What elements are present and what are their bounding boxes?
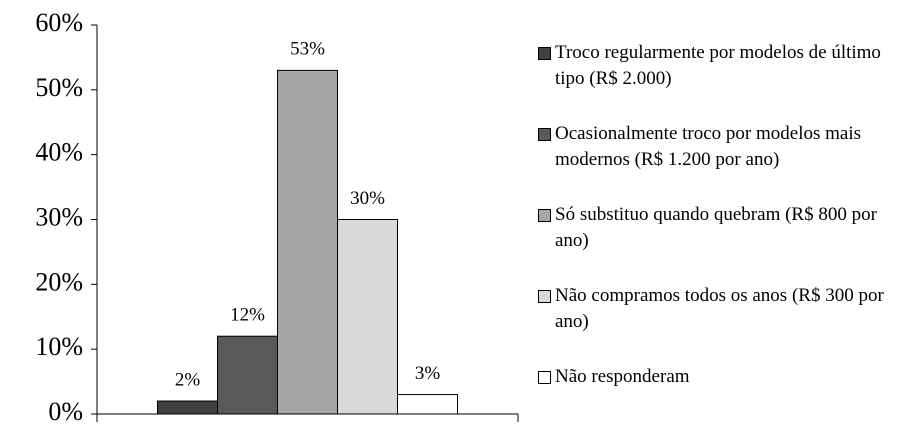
value-label: 53% xyxy=(290,39,325,60)
value-label: 3% xyxy=(415,363,441,384)
y-tick-label: 30% xyxy=(35,202,83,231)
legend-entry: Ocasionalmente troco por modelos mais mo… xyxy=(538,121,898,173)
legend-swatch xyxy=(538,371,551,384)
value-label: 2% xyxy=(175,369,201,390)
y-tick-label: 40% xyxy=(35,138,83,167)
legend-entry: Só substituo quando quebram (R$ 800 por … xyxy=(538,202,898,254)
y-tick-label: 20% xyxy=(35,267,83,296)
legend-label: Troco regularmente por modelos de último… xyxy=(555,42,881,89)
legend-label: Só substituo quando quebram (R$ 800 por … xyxy=(555,204,877,251)
y-tick-label: 60% xyxy=(35,8,83,37)
y-tick-label: 0% xyxy=(48,397,83,424)
legend-swatch xyxy=(538,47,551,60)
legend-entry: Não compramos todos os anos (R$ 300 por … xyxy=(538,283,898,335)
y-tick-label: 10% xyxy=(35,332,83,361)
bar xyxy=(337,219,398,415)
y-tick-label: 50% xyxy=(35,73,83,102)
legend-entry: Troco regularmente por modelos de último… xyxy=(538,40,898,92)
legend-swatch xyxy=(538,290,551,303)
bar xyxy=(397,394,458,415)
legend: Troco regularmente por modelos de último… xyxy=(538,40,898,419)
legend-swatch xyxy=(538,209,551,222)
legend-swatch xyxy=(538,128,551,141)
bar xyxy=(157,400,218,415)
value-label: 30% xyxy=(350,188,385,209)
legend-label: Não compramos todos os anos (R$ 300 por … xyxy=(555,285,884,332)
value-label: 12% xyxy=(230,305,265,326)
bar xyxy=(277,69,338,415)
legend-label: Ocasionalmente troco por modelos mais mo… xyxy=(555,123,862,170)
legend-entry: Não responderam xyxy=(538,364,898,390)
bar xyxy=(217,335,278,415)
legend-label: Não responderam xyxy=(555,366,690,387)
